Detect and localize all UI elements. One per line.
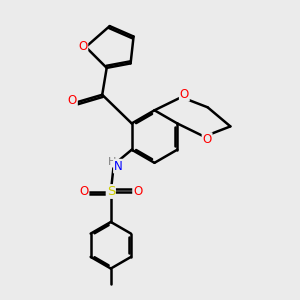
Text: O: O — [68, 94, 77, 107]
Text: S: S — [106, 185, 115, 198]
Text: O: O — [78, 40, 87, 53]
Text: O: O — [79, 185, 88, 198]
Text: N: N — [114, 160, 123, 172]
Text: O: O — [202, 133, 212, 146]
Text: O: O — [133, 185, 142, 198]
Text: H: H — [108, 157, 116, 166]
Text: O: O — [180, 88, 189, 101]
